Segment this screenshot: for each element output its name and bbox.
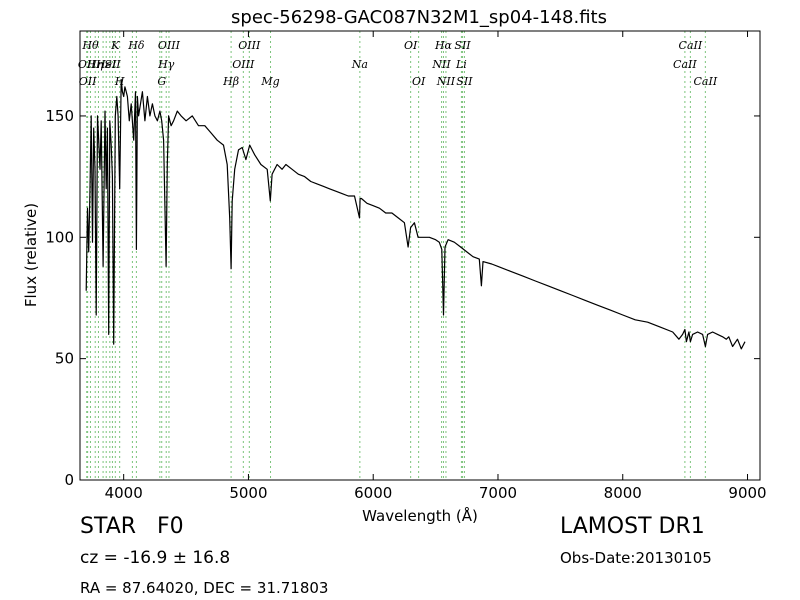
marker-label: Hβ: [222, 75, 239, 88]
y-tick-label: 100: [45, 228, 74, 246]
emission-line-markers: [86, 31, 706, 480]
marker-label: CaII: [673, 58, 697, 71]
chart-title: spec-56298-GAC087N32M1_sp04-148.fits: [231, 7, 607, 28]
marker-label: Na: [351, 58, 368, 71]
spectrum-line: [85, 78, 746, 350]
marker-label: Mg: [260, 75, 279, 88]
y-tick-label: 150: [45, 107, 74, 125]
marker-label: OIII: [238, 39, 261, 52]
x-tick-label: 5000: [229, 484, 267, 502]
marker-label: OI: [404, 39, 418, 52]
y-tick-label: 50: [55, 350, 74, 368]
x-tick-label: 8000: [604, 484, 642, 502]
marker-label: G: [157, 75, 166, 88]
marker-label: Hα: [434, 39, 453, 52]
marker-label: NII: [436, 75, 456, 88]
x-tick-label: 7000: [479, 484, 517, 502]
marker-label: OIII: [158, 39, 181, 52]
x-tick-label: 4000: [105, 484, 143, 502]
observation-date: Obs-Date:20130105: [560, 549, 712, 567]
object-type: STAR F0: [80, 514, 184, 539]
x-axis-label: Wavelength (Å): [362, 506, 478, 525]
survey-name: LAMOST DR1: [560, 514, 705, 539]
marker-label: Li: [455, 58, 467, 71]
y-axis-ticks: 0 50 100 150: [45, 107, 760, 489]
redshift-value: cz = -16.9 ± 16.8: [80, 548, 231, 568]
marker-label: Hδ: [127, 39, 145, 52]
marker-label: OIII: [232, 58, 255, 71]
coordinates: RA = 87.64020, DEC = 31.71803: [80, 579, 329, 597]
marker-label: OII: [78, 58, 96, 71]
marker-label: OII: [79, 75, 97, 88]
marker-label: K: [110, 39, 120, 52]
marker-label: Hγ: [157, 58, 175, 71]
marker-label: SII: [456, 75, 473, 88]
marker-label: SII: [104, 58, 121, 71]
x-tick-label: 9000: [728, 484, 766, 502]
plot-frame: [79, 30, 761, 481]
y-tick-label: 0: [64, 471, 74, 489]
marker-label: NII: [431, 58, 451, 71]
marker-label: CaII: [694, 75, 718, 88]
marker-label: OI: [412, 75, 426, 88]
marker-label: HeI: [95, 58, 117, 71]
x-axis-ticks: 4000 5000 6000 7000 8000 9000: [105, 31, 767, 502]
marker-label: H: [114, 75, 125, 88]
marker-label: Hη: [86, 58, 104, 71]
marker-label: SII: [454, 39, 471, 52]
y-axis-label: Flux (relative): [22, 203, 40, 307]
marker-label: CaII: [679, 39, 703, 52]
x-tick-label: 6000: [354, 484, 392, 502]
marker-label: Hθ: [81, 39, 99, 52]
emission-line-labels: OIIOIIHθHηHeISIIKHHδGHγOIIIHβOIIIOIIIMgN…: [78, 39, 718, 88]
